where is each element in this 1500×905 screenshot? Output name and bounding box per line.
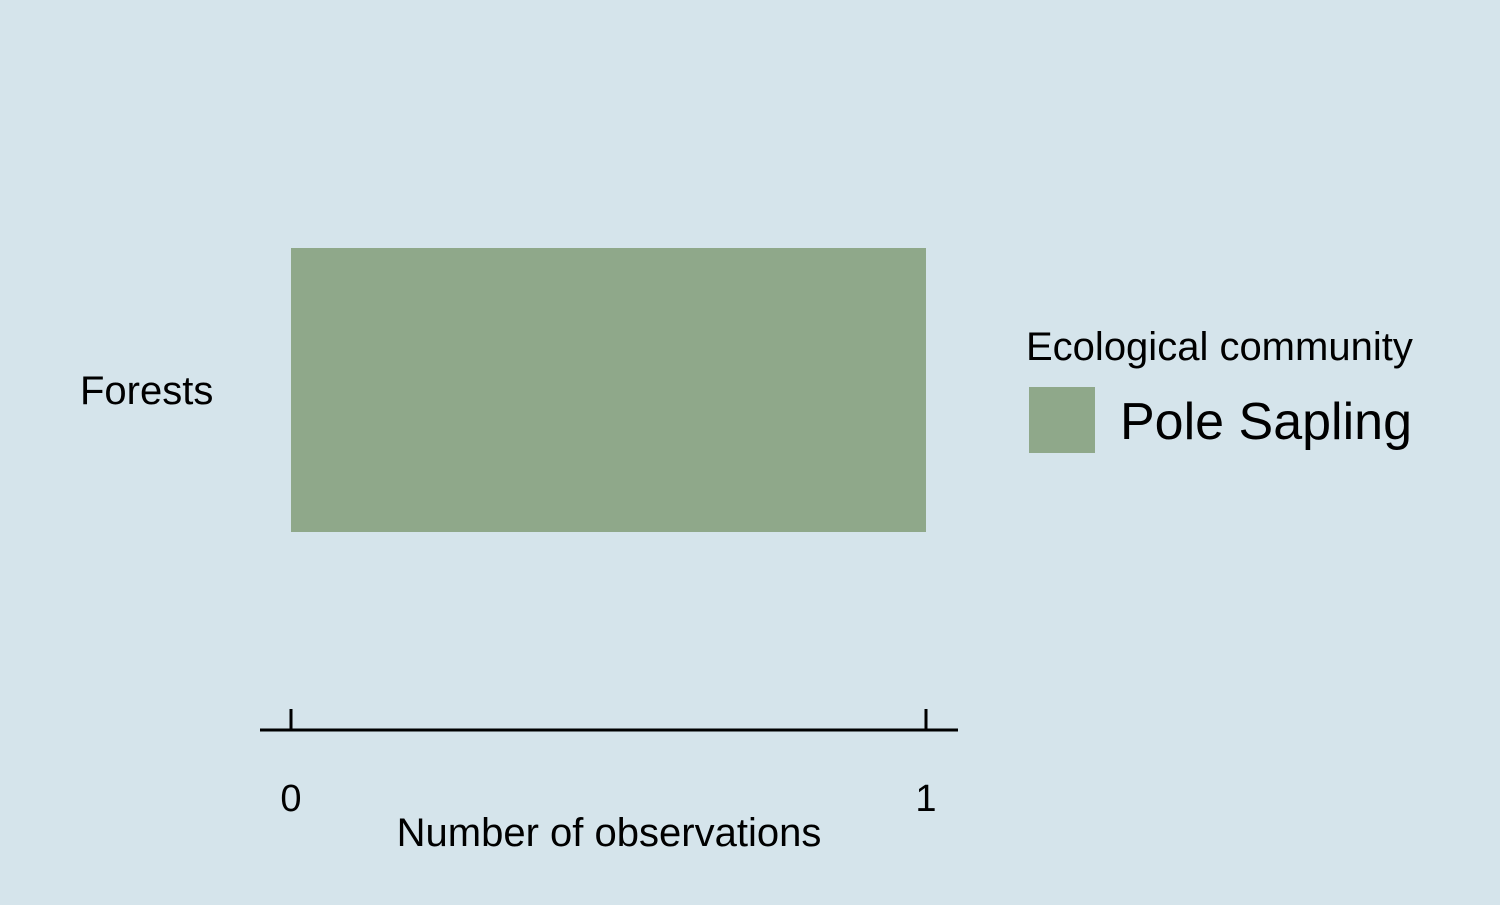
legend-swatch <box>1029 387 1095 453</box>
legend-items: Pole Sapling <box>1029 387 1412 453</box>
legend: Ecological community Pole Sapling <box>1026 325 1413 453</box>
x-axis-title: Number of observations <box>397 811 822 855</box>
bar-forests-pole-sapling <box>291 248 926 532</box>
legend-title: Ecological community <box>1026 325 1413 369</box>
x-tick-label: 1 <box>915 778 936 820</box>
bars-layer <box>291 248 926 532</box>
legend-label: Pole Sapling <box>1120 393 1412 451</box>
x-tick-label: 0 <box>280 778 301 820</box>
category-labels: Forests <box>80 369 213 413</box>
category-label: Forests <box>80 369 213 413</box>
